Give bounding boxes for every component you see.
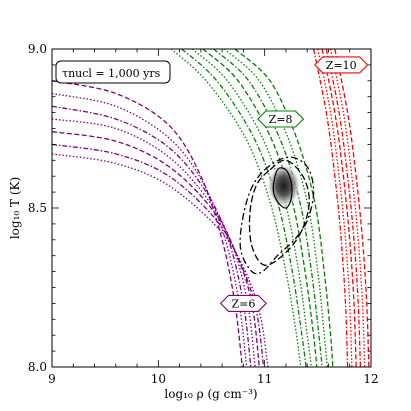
- x-axis-label: log₁₀ ρ (g cm⁻³): [164, 387, 257, 401]
- series-curve-z10-0: [312, 49, 349, 367]
- series-label-text: Z=10: [326, 59, 357, 72]
- series-label-text: Z=8: [269, 113, 293, 126]
- series-label-frame: [314, 56, 369, 74]
- series-label-frame: [219, 294, 267, 312]
- series-curve-z10-2: [321, 49, 357, 367]
- series-label-z10: Z=10: [314, 56, 369, 74]
- series-curve-z8-6: [234, 49, 334, 367]
- x-tick-label: 12: [363, 372, 378, 386]
- series-z6: [52, 80, 269, 367]
- contour-layer: [239, 156, 315, 275]
- series-curve-z6-6: [52, 153, 269, 367]
- series-layer: [52, 49, 370, 367]
- x-tick-label: 9: [48, 372, 56, 386]
- series-curve-z6-4: [52, 131, 260, 367]
- series-curve-z8-5: [223, 49, 329, 367]
- plot-area: [52, 49, 370, 367]
- y-tick-label: 8.0: [28, 360, 47, 374]
- x-tick-label: 11: [257, 372, 272, 386]
- legend-box-text: τnucl = 1,000 yrs: [62, 67, 161, 80]
- series-labels: Z=6 Z=8 Z=10: [219, 56, 369, 312]
- series-label-frame: [257, 110, 305, 128]
- series-curve-z8-4: [213, 49, 323, 367]
- y-tick-label: 9.0: [28, 42, 47, 56]
- axis-ticks: 9 10 11 12 8.0 8.5 9.0: [28, 42, 379, 386]
- series-curve-z10-1: [317, 49, 353, 367]
- x-tick-label: 10: [151, 372, 166, 386]
- series-label-text: Z=6: [231, 298, 255, 311]
- series-curve-z8-1: [181, 49, 307, 367]
- series-label-z6: Z=6: [219, 294, 267, 312]
- series-curve-z10-5: [334, 49, 370, 367]
- y-axis-label: log₁₀ T (K): [8, 177, 22, 239]
- probability-peak-halo: [266, 163, 301, 208]
- contour-dashed: [248, 159, 310, 266]
- contour-solid: [272, 167, 293, 209]
- contour-dashdot: [239, 156, 315, 275]
- series-curve-z10-4: [329, 49, 366, 367]
- series-curve-z6-0: [52, 80, 243, 367]
- series-label-z8: Z=8: [257, 110, 305, 128]
- series-curve-z10-3: [325, 49, 362, 367]
- series-curve-z6-5: [52, 143, 265, 367]
- series-z10: [312, 49, 370, 367]
- legend-box-frame: [55, 60, 171, 84]
- y-tick-label: 8.5: [28, 201, 47, 215]
- series-curve-z8-0: [170, 49, 302, 367]
- legend-box: τnucl = 1,000 yrs: [55, 60, 171, 84]
- series-curve-z8-3: [202, 49, 318, 367]
